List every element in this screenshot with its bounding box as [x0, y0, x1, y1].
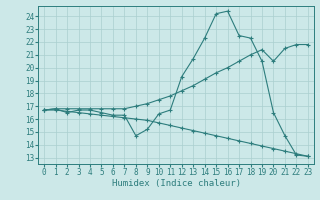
X-axis label: Humidex (Indice chaleur): Humidex (Indice chaleur) [111, 179, 241, 188]
